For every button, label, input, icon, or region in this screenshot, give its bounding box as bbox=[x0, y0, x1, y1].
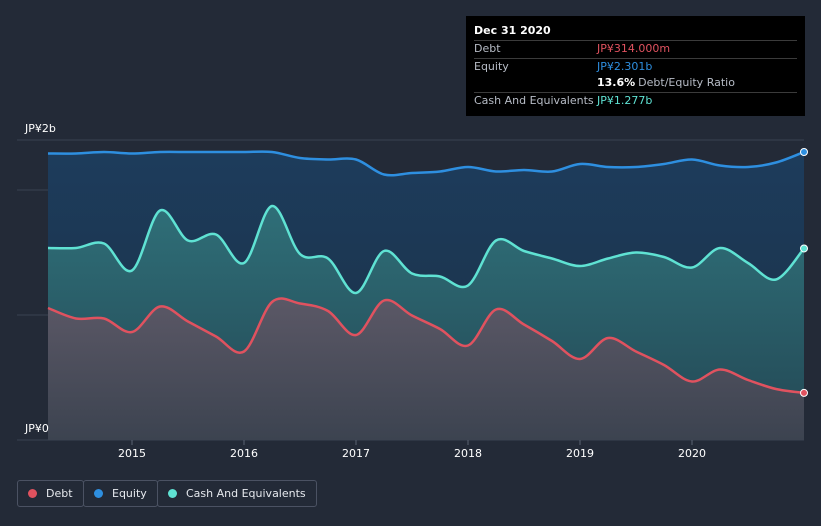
chart-tooltip: Dec 31 2020 Debt JP¥314.000m Equity JP¥2… bbox=[466, 16, 805, 116]
tooltip-ratio-row: 13.6% Debt/Equity Ratio bbox=[474, 75, 797, 92]
y-axis-min-label: JP¥0 bbox=[25, 422, 49, 435]
tooltip-cash-value: JP¥1.277b bbox=[597, 93, 653, 107]
tooltip-ratio-label: Debt/Equity Ratio bbox=[638, 76, 735, 89]
tooltip-debt-value: JP¥314.000m bbox=[597, 42, 671, 55]
tooltip-debt-label: Debt bbox=[474, 42, 501, 55]
tooltip-equity-row: Equity JP¥2.301b bbox=[474, 57, 797, 76]
debt-end-point[interactable] bbox=[800, 388, 808, 397]
debt-dot-icon bbox=[28, 489, 37, 498]
x-tick-label: 2017 bbox=[342, 447, 370, 460]
equity-line bbox=[47, 150, 805, 177]
legend-cash-label: Cash And Equivalents bbox=[186, 487, 306, 500]
x-tick-label: 2020 bbox=[678, 447, 706, 460]
tooltip-cash-label: Cash And Equivalents bbox=[474, 93, 594, 107]
legend-equity[interactable]: Equity bbox=[83, 480, 158, 507]
x-tick-label: 2015 bbox=[118, 447, 146, 460]
debt-line bbox=[47, 297, 805, 395]
cash-line bbox=[47, 204, 805, 295]
equity-end-point[interactable] bbox=[800, 148, 808, 156]
legend-equity-label: Equity bbox=[112, 487, 147, 500]
legend-debt-label: Debt bbox=[46, 487, 73, 500]
cash-end-point[interactable] bbox=[800, 244, 808, 253]
tooltip-debt-row: Debt JP¥314.000m bbox=[474, 40, 797, 58]
debt-area bbox=[48, 298, 804, 440]
x-tick-label: 2019 bbox=[566, 447, 594, 460]
legend-debt[interactable]: Debt bbox=[17, 480, 84, 507]
x-tick-label: 2018 bbox=[454, 447, 482, 460]
tooltip-ratio-value: 13.6% bbox=[597, 76, 636, 89]
equity-dot-icon bbox=[94, 489, 103, 498]
y-axis-max-label: JP¥2b bbox=[25, 122, 56, 135]
legend-cash[interactable]: Cash And Equivalents bbox=[157, 480, 317, 507]
tooltip-date: Dec 31 2020 bbox=[474, 24, 551, 37]
x-tick-label: 2016 bbox=[230, 447, 258, 460]
tooltip-equity-label: Equity bbox=[474, 59, 509, 73]
cash-dot-icon bbox=[168, 489, 177, 498]
tooltip-cash-row: Cash And Equivalents JP¥1.277b bbox=[474, 91, 797, 110]
tooltip-equity-value: JP¥2.301b bbox=[597, 59, 653, 73]
